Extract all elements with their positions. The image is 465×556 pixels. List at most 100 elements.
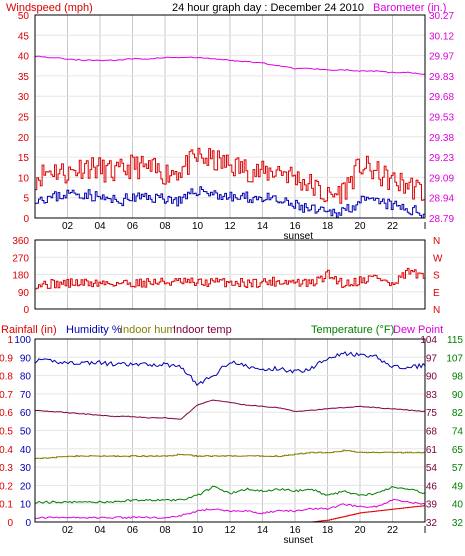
rainfall-axis-title: Rainfall (in) [1, 324, 57, 336]
humidity-y-tick-label: 10 [20, 500, 32, 511]
wind-panel-x-tick-label: I [424, 221, 427, 232]
direction-y-tick-label: 360 [12, 236, 29, 247]
direction-y-tick-label: 90 [18, 288, 30, 299]
temperature-y-tick-label: 98 [452, 372, 464, 383]
temp-panel-frame [34, 338, 426, 523]
windspeed-series [35, 147, 426, 204]
temp-panel-x-tick-label: 14 [257, 525, 269, 536]
indoor-temp-y-tick-label: 104 [420, 335, 437, 346]
windspeed-y-tick-label: 45 [18, 31, 30, 42]
windspeed-y-tick-label: 40 [18, 52, 30, 63]
wind-panel-sunset-label: sunset [284, 231, 314, 242]
panel-frames [34, 14, 426, 523]
barometer-y-tick-label: 29.09 [429, 173, 454, 184]
wind-panel-x-tick-label: 14 [257, 221, 269, 232]
humidity-y-tick-label: 80 [20, 372, 32, 383]
temperature-y-tick-label: 82 [452, 408, 464, 419]
temp-panel-sunset-label: sunset [284, 535, 314, 546]
humidity-y-tick-label: 30 [20, 463, 32, 474]
rainfall-y-tick-label: 0.8 [0, 372, 13, 383]
indoor-humidity-series [35, 449, 426, 459]
rainfall-y-tick-label: 0.3 [0, 463, 13, 474]
wind-panel-x-tick-label: 22 [387, 221, 399, 232]
indoor-temp-y-tick-label: 83 [426, 390, 438, 401]
humidity-y-tick-label: 90 [20, 353, 32, 364]
humidity-y-tick-label: 20 [20, 481, 32, 492]
barometer-series [34, 55, 425, 75]
barometer-y-tick-label: 29.38 [429, 133, 454, 144]
windspeed-axis-title: Windspeed (mph) [6, 2, 93, 14]
humidity-y-tick-label: 70 [20, 390, 32, 401]
barometer-y-tick-label: 28.79 [429, 214, 454, 225]
dew-point-axis-title: Dew Point [393, 324, 443, 336]
windspeed-y-tick-label: 50 [18, 11, 30, 22]
chart-title: 24 hour graph day : December 24 2010 [172, 2, 364, 14]
temperature-series [34, 485, 426, 504]
wind-panel-frame [34, 14, 426, 219]
windspeed-y-tick-label: 30 [18, 92, 30, 103]
wind-panel-x-tick-label: 10 [192, 221, 204, 232]
series-layer [34, 55, 426, 523]
indoor-temp-y-tick-label: 90 [426, 372, 438, 383]
temp-panel-x-tick-label: I [424, 525, 427, 536]
rainfall-y-tick-label: 1 [7, 335, 13, 346]
humidity-y-tick-label: 100 [14, 335, 31, 346]
temp-panel-x-tick-label: 06 [127, 525, 139, 536]
barometer-y-tick-label: 30.12 [429, 31, 454, 42]
rainfall-y-tick-label: 0 [7, 518, 13, 529]
temp-panel-x-tick-label: 18 [322, 525, 334, 536]
indoor-temp-y-tick-label: 32 [426, 518, 438, 529]
temperature-y-tick-label: 115 [447, 335, 463, 346]
barometer-axis-title: Barometer (in.) [373, 2, 446, 14]
temp-panel-x-tick-label: 04 [94, 525, 106, 536]
windspeed-y-tick-label: 35 [18, 72, 30, 83]
compass-label: S [433, 271, 440, 282]
rainfall-y-tick-label: 0.7 [0, 390, 13, 401]
humidity-series [34, 351, 426, 386]
barometer-y-tick-label: 29.53 [429, 113, 454, 124]
temperature-y-tick-label: 74 [452, 427, 464, 438]
indoor-temp-y-tick-label: 68 [426, 427, 438, 438]
barometer-y-tick-label: 29.97 [429, 52, 454, 63]
humidity-y-tick-label: 60 [20, 408, 32, 419]
barometer-y-tick-label: 29.83 [429, 72, 454, 83]
temperature-y-tick-label: 107 [446, 353, 463, 364]
humidity-axis-title: Humidity % [66, 324, 122, 336]
temperature-y-tick-label: 65 [452, 445, 464, 456]
compass-label: W [433, 253, 443, 264]
humidity-y-tick-label: 40 [20, 445, 32, 456]
temperature-axis-title: Temperature (°F) [311, 324, 394, 336]
direction-y-tick-label: 0 [23, 305, 29, 316]
barometer-y-tick-label: 30.27 [429, 11, 454, 22]
axes-layer: 0510152025303540455028.7928.9429.0929.23… [0, 11, 463, 546]
rainfall-y-tick-label: 0.1 [0, 500, 13, 511]
indoor-temp-y-tick-label: 39 [426, 500, 438, 511]
windspeed-y-tick-label: 15 [18, 153, 30, 164]
barometer-y-tick-label: 28.94 [429, 194, 454, 205]
direction-panel-frame [34, 239, 426, 310]
temperature-y-tick-label: 40 [452, 500, 464, 511]
dew-point-series [34, 498, 426, 519]
rainfall-y-tick-label: 0.4 [0, 445, 13, 456]
temperature-y-tick-label: 90 [452, 390, 464, 401]
temp-panel-x-tick-label: 12 [224, 525, 236, 536]
windspeed-y-tick-label: 0 [23, 214, 29, 225]
temp-panel-x-tick-label: 02 [62, 525, 74, 536]
indoor-temp-y-tick-label: 61 [426, 445, 438, 456]
temperature-y-tick-label: 49 [452, 481, 464, 492]
temp-panel-x-tick-label: 10 [192, 525, 204, 536]
direction-y-tick-label: 270 [12, 253, 29, 264]
indoor-temp-y-tick-label: 97 [426, 353, 438, 364]
humidity-y-tick-label: 50 [20, 427, 32, 438]
grid-layer [35, 15, 426, 522]
temperature-y-tick-label: 32 [452, 518, 464, 529]
indoor-temp-y-tick-label: 75 [426, 408, 438, 419]
compass-label: N [433, 236, 440, 247]
indoor-temp-series [35, 399, 426, 420]
wind-direction-series [35, 267, 426, 290]
temp-panel-x-tick-label: 08 [159, 525, 171, 536]
wind-panel-x-tick-label: 18 [322, 221, 334, 232]
compass-label: N [433, 305, 440, 316]
